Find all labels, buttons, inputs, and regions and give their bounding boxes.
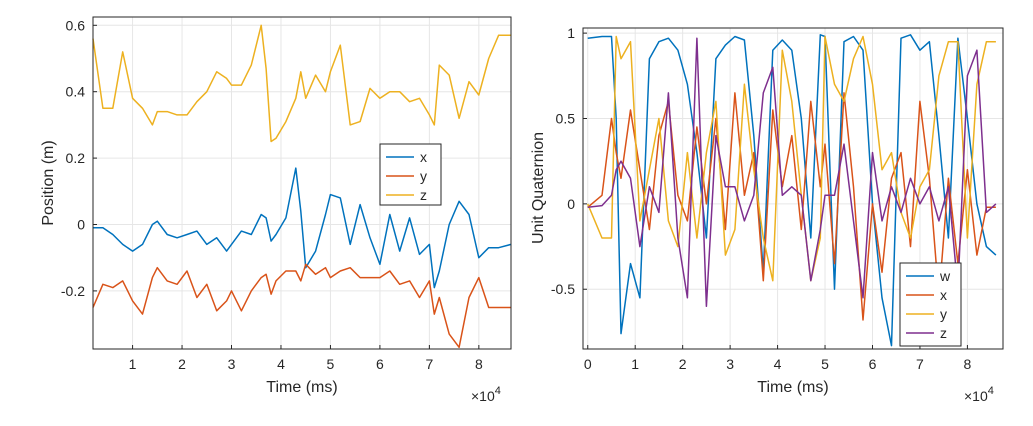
position-legend-label-y: y xyxy=(420,168,427,184)
quaternion-y-tick-label: 1 xyxy=(567,25,575,41)
position-x-ticks: 1 2 3 4 5 6 7 8 xyxy=(129,345,483,372)
quaternion-x-tick-label: 7 xyxy=(916,356,924,372)
quaternion-y-tick-label: -0.5 xyxy=(551,281,575,297)
position-plot-area xyxy=(93,17,511,349)
quaternion-plot: 0 1 2 3 4 5 6 7 8 -0.5 0 0.5 1 Time (ms) Unit Quate… xyxy=(530,25,1004,404)
position-x-exponent-power: 4 xyxy=(495,385,501,397)
quaternion-series-y-line xyxy=(587,35,996,282)
quaternion-x-tick-label: 3 xyxy=(726,356,734,372)
quaternion-y-tick-label: 0.5 xyxy=(556,110,576,126)
position-x-axis-label: Time (ms) xyxy=(266,379,337,396)
position-series-x-line xyxy=(93,167,512,289)
quaternion-x-exponent-base: ×10 xyxy=(964,388,988,404)
position-series-z-line xyxy=(92,24,511,143)
quaternion-series-x-line xyxy=(587,92,996,321)
position-y-tick-label: 0.2 xyxy=(66,150,86,166)
quaternion-plot-frame xyxy=(582,27,1004,350)
quaternion-legend-box xyxy=(899,262,962,347)
quaternion-y-ticks: -0.5 0 0.5 1 xyxy=(551,25,587,297)
quaternion-x-exponent: ×104 xyxy=(964,385,994,404)
position-x-tick-label: 1 xyxy=(129,356,137,372)
quaternion-legend-label-w: w xyxy=(939,268,951,284)
position-y-ticks: -0.2 0 0.2 0.4 0.6 xyxy=(61,17,97,299)
quaternion-y-axis-label: Unit Quaternion xyxy=(530,132,547,244)
position-x-exponent-base: ×10 xyxy=(471,388,495,404)
position-y-tick-label: -0.2 xyxy=(61,283,85,299)
quaternion-legend-label-z: z xyxy=(940,325,947,341)
position-x-tick-label: 2 xyxy=(178,356,186,372)
quaternion-legend-label-x: x xyxy=(940,287,947,303)
position-x-tick-label: 5 xyxy=(327,356,335,372)
quaternion-x-tick-label: 5 xyxy=(821,356,829,372)
position-plot-frame xyxy=(92,16,512,350)
position-lines xyxy=(92,24,512,349)
position-x-tick-label: 6 xyxy=(376,356,384,372)
position-legend-box xyxy=(379,143,442,206)
quaternion-x-exponent-power: 4 xyxy=(988,385,994,397)
quaternion-x-tick-label: 4 xyxy=(774,356,782,372)
position-x-tick-label: 8 xyxy=(475,356,483,372)
position-x-tick-label: 7 xyxy=(425,356,433,372)
position-legend-label-x: x xyxy=(420,149,427,165)
quaternion-x-tick-label: 1 xyxy=(631,356,639,372)
quaternion-x-tick-label: 6 xyxy=(869,356,877,372)
quaternion-x-tick-label: 8 xyxy=(964,356,972,372)
position-y-tick-label: 0.6 xyxy=(66,17,86,33)
position-y-tick-label: 0.4 xyxy=(66,84,86,100)
quaternion-lines xyxy=(587,34,997,347)
position-y-axis-label: Position (m) xyxy=(40,140,57,225)
position-x-exponent: ×104 xyxy=(471,385,501,404)
position-legend: xyz xyxy=(379,143,442,206)
quaternion-x-ticks: 0 1 2 3 4 5 6 7 8 xyxy=(584,345,972,372)
quaternion-legend-label-y: y xyxy=(940,306,947,322)
position-plot: 1 2 3 4 5 6 7 8 -0.2 0 0.2 0.4 0.6 Time (ms) Positi… xyxy=(40,16,512,404)
position-x-tick-label: 3 xyxy=(228,356,236,372)
quaternion-series-z-line xyxy=(587,37,997,308)
quaternion-x-tick-label: 0 xyxy=(584,356,592,372)
quaternion-series-w-line xyxy=(587,34,997,347)
quaternion-x-axis-label: Time (ms) xyxy=(757,379,828,396)
position-series-y-line xyxy=(92,263,511,349)
quaternion-y-tick-label: 0 xyxy=(567,196,575,212)
quaternion-x-tick-label: 2 xyxy=(679,356,687,372)
position-legend-label-z: z xyxy=(420,187,427,203)
position-y-tick-label: 0 xyxy=(77,217,85,233)
position-x-tick-label: 4 xyxy=(277,356,285,372)
